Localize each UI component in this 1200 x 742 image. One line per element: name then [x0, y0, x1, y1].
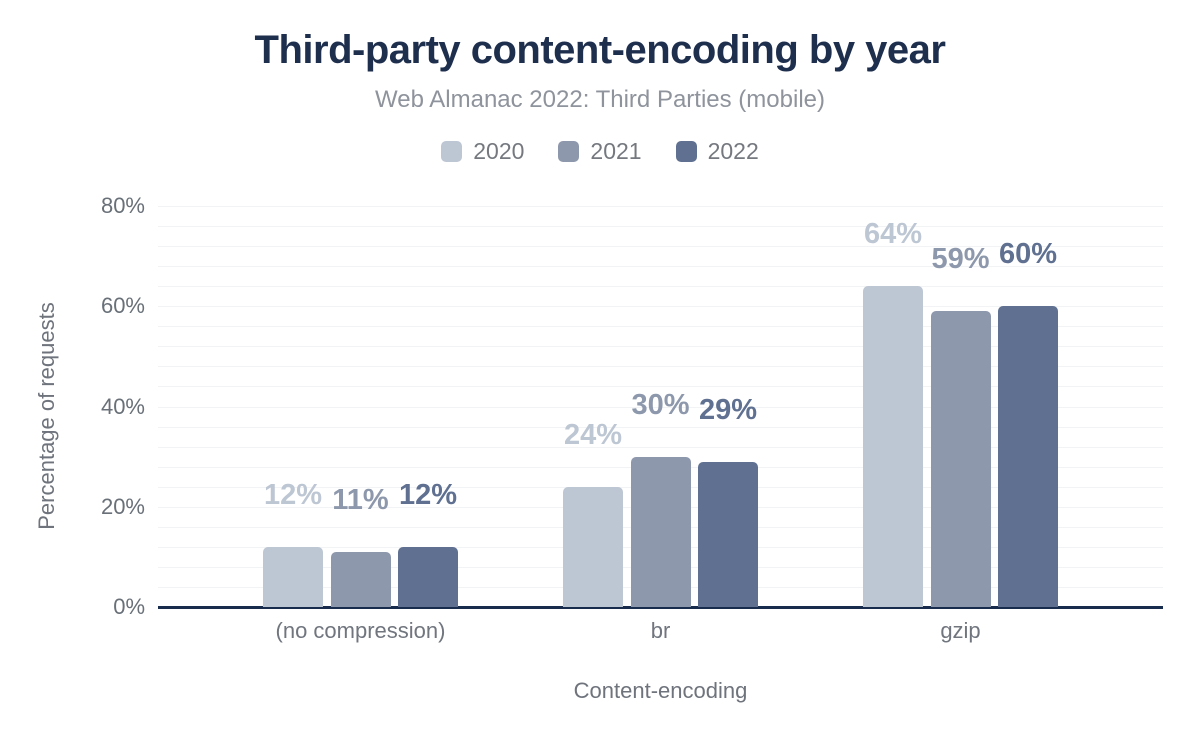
bar-2021-(no compression)[interactable] — [330, 551, 391, 607]
bar-2022-gzip[interactable] — [998, 306, 1058, 607]
bar-value-label: 64% — [863, 218, 923, 251]
gridline — [158, 386, 1163, 388]
gridline — [158, 246, 1163, 248]
bar-value-label: 11% — [332, 483, 389, 516]
gridline — [158, 346, 1163, 348]
gridline — [158, 226, 1163, 228]
bar-value-label: 12% — [263, 478, 323, 511]
y-tick-label: 60% — [100, 293, 145, 319]
gridline — [158, 326, 1163, 328]
y-tick-label: 0% — [113, 594, 145, 619]
y-tick-label: 80% — [100, 193, 145, 218]
x-tick-label: br — [650, 618, 671, 643]
y-tick-label: 40% — [100, 393, 145, 419]
x-tick-label: gzip — [940, 618, 981, 643]
gridline — [158, 406, 1163, 408]
legend-swatch-icon — [675, 141, 697, 162]
bar-2020-gzip[interactable] — [863, 286, 923, 607]
bar-2022-(no compression)[interactable] — [398, 546, 458, 607]
gridline — [158, 306, 1163, 308]
gridline — [158, 286, 1163, 288]
gridline — [158, 366, 1163, 368]
legend-item-2020[interactable]: 2020 — [441, 140, 524, 163]
gridline — [158, 426, 1163, 428]
chart-title: Third-party content-encoding by year — [254, 28, 946, 72]
legend-item-2022[interactable]: 2022 — [675, 138, 759, 164]
legend: 2020 2021 2022 — [0, 140, 1200, 163]
legend-swatch-icon — [441, 141, 463, 162]
legend-swatch-icon — [558, 141, 580, 162]
legend-label: 2021 — [590, 138, 642, 164]
bar-2020-br[interactable] — [563, 486, 623, 607]
gridline — [158, 266, 1163, 268]
bar-2020-(no compression)[interactable] — [263, 546, 323, 607]
legend-label: 2022 — [707, 138, 759, 164]
bar-2021-br[interactable] — [630, 456, 691, 607]
bar-2022-br[interactable] — [698, 461, 758, 607]
bar-value-label: 24% — [563, 418, 623, 451]
gridline — [158, 206, 1163, 207]
bar-value-label: 59% — [931, 243, 990, 276]
legend-item-2021[interactable]: 2021 — [558, 138, 642, 164]
bar-value-label: 30% — [631, 388, 690, 421]
bar-value-label: 29% — [698, 393, 758, 426]
bar-value-label: 60% — [998, 238, 1058, 271]
bar-value-label: 12% — [398, 478, 458, 511]
x-axis-line — [158, 606, 1163, 609]
gridline — [158, 446, 1163, 448]
x-tick-label: (no compression) — [275, 618, 446, 643]
y-tick-label: 20% — [100, 493, 145, 519]
y-axis-title: Percentage of requests — [34, 302, 59, 530]
x-axis-title: Content-encoding — [573, 678, 748, 703]
bar-2021-gzip[interactable] — [930, 311, 991, 607]
legend-label: 2020 — [473, 138, 525, 164]
chart-subtitle: Web Almanac 2022: Third Parties (mobile) — [375, 86, 825, 113]
